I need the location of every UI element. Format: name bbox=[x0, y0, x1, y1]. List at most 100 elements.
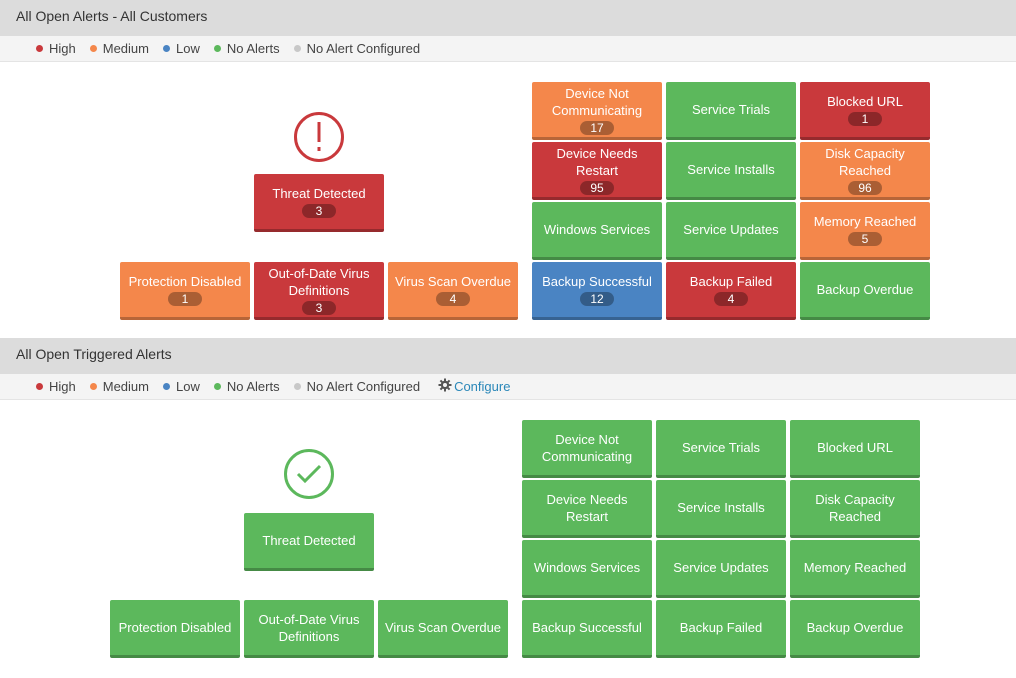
legend-low: Low bbox=[163, 379, 200, 394]
alert-tile-label: Disk Capacity Reached bbox=[815, 491, 895, 524]
alert-tile-label: Windows Services bbox=[543, 222, 651, 237]
alert-tile-service-installs[interactable]: Service Installs bbox=[666, 142, 796, 200]
alert-tile-device-needs-restart[interactable]: Device Needs Restart bbox=[522, 480, 652, 538]
alert-count-badge: 4 bbox=[436, 292, 470, 306]
alert-tile-threat-detected[interactable]: Threat Detected 3 bbox=[254, 174, 384, 232]
alert-tile-backup-overdue[interactable]: Backup Overdue bbox=[790, 600, 920, 658]
alert-tile-label: Backup Successful bbox=[532, 620, 642, 635]
alert-count-badge: 17 bbox=[580, 120, 614, 135]
alert-tile-device-not-communicating[interactable]: Device Not Communicating 17 bbox=[532, 82, 662, 140]
alert-tile-backup-successful[interactable]: Backup Successful bbox=[522, 600, 652, 658]
alert-tile-device-not-communicating[interactable]: Device Not Communicating bbox=[522, 420, 652, 478]
panel-body-triggered-alerts: Threat Detected Protection Disabled Out-of… bbox=[0, 401, 1016, 678]
alert-tile-label: Virus Scan Overdue bbox=[394, 274, 512, 289]
alert-count-badge: 4 bbox=[714, 292, 748, 306]
alert-tile-memory-reached[interactable]: Memory Reached bbox=[790, 540, 920, 598]
no-alert-configured-dot-icon bbox=[293, 383, 301, 390]
alert-tile-blocked-url[interactable]: Blocked URL bbox=[790, 420, 920, 478]
legend: High Medium Low No Alerts No Alert Confi… bbox=[0, 36, 1016, 62]
alert-tile-label: Device Needs Restart bbox=[546, 491, 628, 524]
high-dot-icon bbox=[36, 383, 43, 390]
alert-tile-label: Backup Overdue bbox=[806, 620, 904, 635]
alert-tile-disk-capacity-reached[interactable]: Disk Capacity Reached 96 bbox=[800, 142, 930, 200]
alert-tile-windows-services[interactable]: Windows Services bbox=[522, 540, 652, 598]
alert-tile-label: Service Trials bbox=[691, 102, 771, 117]
high-dot-icon bbox=[36, 45, 43, 52]
alert-tile-windows-services[interactable]: Windows Services bbox=[532, 202, 662, 260]
legend-medium: Medium bbox=[89, 41, 149, 56]
alert-tile-out-of-date-virus-definitions[interactable]: Out-of-Date Virus Definitions bbox=[244, 600, 374, 658]
alert-count-badge: 3 bbox=[302, 204, 336, 218]
panel-title: All Open Alerts - All Customers bbox=[16, 8, 208, 24]
alert-count-badge: 96 bbox=[848, 180, 882, 195]
alert-tile-label: Device Needs Restart bbox=[556, 145, 638, 178]
alert-count-badge: 12 bbox=[580, 292, 614, 306]
alert-tile-label: Disk Capacity Reached bbox=[825, 145, 905, 178]
alert-tile-label: Service Updates bbox=[673, 560, 769, 575]
configure-link[interactable]: Configure bbox=[438, 378, 510, 395]
alert-tile-virus-scan-overdue[interactable]: Virus Scan Overdue 4 bbox=[388, 262, 518, 320]
alert-tile-label: Service Trials bbox=[681, 440, 761, 455]
alert-tile-disk-capacity-reached[interactable]: Disk Capacity Reached bbox=[790, 480, 920, 538]
alert-tile-threat-detected[interactable]: Threat Detected bbox=[244, 513, 374, 571]
alert-tile-protection-disabled[interactable]: Protection Disabled 1 bbox=[120, 262, 250, 320]
alert-tile-label: Device Not Communicating bbox=[541, 431, 633, 464]
alert-tile-service-trials[interactable]: Service Trials bbox=[656, 420, 786, 478]
alert-tile-backup-failed[interactable]: Backup Failed 4 bbox=[666, 262, 796, 320]
alert-count-badge: 1 bbox=[168, 292, 202, 306]
alert-count-badge: 3 bbox=[302, 300, 336, 315]
alert-tile-memory-reached[interactable]: Memory Reached 5 bbox=[800, 202, 930, 260]
gear-icon bbox=[438, 378, 452, 395]
low-dot-icon bbox=[163, 45, 170, 52]
alert-count-badge: 95 bbox=[580, 180, 614, 195]
no-alerts-dot-icon bbox=[213, 45, 221, 52]
alert-tile-label: Service Updates bbox=[683, 222, 779, 237]
panel-header-all-open-alerts: All Open Alerts - All Customers bbox=[0, 0, 1016, 36]
alert-tile-label: Backup Failed bbox=[689, 274, 773, 289]
panel-body-all-open-alerts: Threat Detected 3 Protection Disabled 1 Out-… bbox=[0, 62, 1016, 334]
alert-tile-label: Windows Services bbox=[533, 560, 641, 575]
legend-no-alerts: No Alerts bbox=[213, 41, 280, 56]
alert-count-badge: 5 bbox=[848, 232, 882, 246]
no-alert-configured-dot-icon bbox=[293, 45, 301, 52]
alert-tile-out-of-date-virus-definitions[interactable]: Out-of-Date Virus Definitions 3 bbox=[254, 262, 384, 320]
legend-low: Low bbox=[163, 41, 200, 56]
legend: High Medium Low No Alerts No Alert Confi… bbox=[0, 374, 1016, 400]
legend-high: High bbox=[36, 41, 76, 56]
alert-tile-label: Protection Disabled bbox=[118, 620, 232, 635]
alert-tile-device-needs-restart[interactable]: Device Needs Restart 95 bbox=[532, 142, 662, 200]
alert-tile-service-updates[interactable]: Service Updates bbox=[666, 202, 796, 260]
legend-no-alert-configured: No Alert Configured bbox=[293, 41, 420, 56]
no-alerts-dot-icon bbox=[213, 383, 221, 390]
alert-tile-label: Out-of-Date Virus Definitions bbox=[268, 265, 370, 298]
alert-tile-label: Protection Disabled bbox=[128, 274, 242, 289]
alert-tile-backup-successful[interactable]: Backup Successful 12 bbox=[532, 262, 662, 320]
legend-no-alert-configured: No Alert Configured bbox=[293, 379, 420, 394]
alert-tile-label: Backup Successful bbox=[542, 274, 652, 289]
alert-tile-label: Threat Detected bbox=[272, 186, 366, 201]
alert-tile-backup-overdue[interactable]: Backup Overdue bbox=[800, 262, 930, 320]
legend-high: High bbox=[36, 379, 76, 394]
alert-tile-virus-scan-overdue[interactable]: Virus Scan Overdue bbox=[378, 600, 508, 658]
alert-tile-label: Blocked URL bbox=[817, 440, 893, 455]
alert-tile-label: Virus Scan Overdue bbox=[384, 620, 502, 635]
alert-tile-service-updates[interactable]: Service Updates bbox=[656, 540, 786, 598]
panel-title: All Open Triggered Alerts bbox=[16, 346, 172, 362]
panel-header-triggered-alerts: All Open Triggered Alerts bbox=[0, 338, 1016, 374]
checkmark-circle-icon bbox=[284, 449, 334, 499]
legend-medium: Medium bbox=[89, 379, 149, 394]
legend-no-alerts: No Alerts bbox=[213, 379, 280, 394]
alert-tile-backup-failed[interactable]: Backup Failed bbox=[656, 600, 786, 658]
alert-tile-protection-disabled[interactable]: Protection Disabled bbox=[110, 600, 240, 658]
alert-tile-blocked-url[interactable]: Blocked URL 1 bbox=[800, 82, 930, 140]
alert-tile-service-installs[interactable]: Service Installs bbox=[656, 480, 786, 538]
alert-tile-label: Blocked URL bbox=[827, 94, 903, 109]
alert-tile-label: Memory Reached bbox=[813, 214, 917, 229]
medium-dot-icon bbox=[89, 45, 97, 52]
alert-tile-service-trials[interactable]: Service Trials bbox=[666, 82, 796, 140]
alert-tile-label: Service Installs bbox=[677, 500, 765, 515]
exclamation-circle-icon bbox=[294, 112, 344, 162]
low-dot-icon bbox=[163, 383, 170, 390]
alert-tile-label: Out-of-Date Virus Definitions bbox=[258, 611, 360, 644]
alert-tile-label: Device Not Communicating bbox=[551, 85, 643, 118]
